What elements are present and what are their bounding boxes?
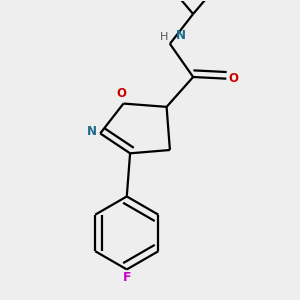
Text: H: H [160,32,168,42]
Text: N: N [87,125,97,138]
Text: F: F [122,271,131,284]
Text: N: N [176,29,186,42]
Text: O: O [117,87,127,100]
Text: O: O [228,72,238,85]
